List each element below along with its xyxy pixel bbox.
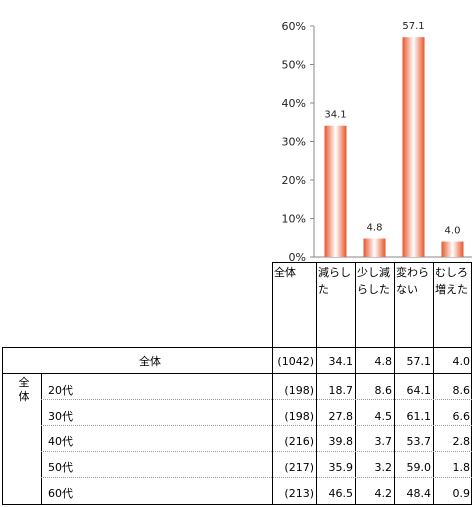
- row-n: (216): [284, 435, 314, 448]
- row-value: 2.8: [452, 435, 471, 448]
- column-line: [272, 262, 273, 505]
- row-value: 59.0: [406, 461, 432, 474]
- row-divider: [41, 425, 472, 426]
- total-row-top-line: [2, 347, 472, 348]
- header-top-line: [272, 262, 472, 263]
- column-line: [355, 262, 356, 505]
- row-value: 1.8: [452, 461, 471, 474]
- category-header: 少し減 らした: [357, 266, 390, 296]
- bar: [363, 238, 386, 257]
- y-tick-label: 60%: [282, 20, 306, 33]
- total-row-value: 4.0: [452, 355, 471, 368]
- row-value: 53.7: [406, 435, 432, 448]
- row-label: 60代: [48, 487, 73, 500]
- row-n: (198): [284, 384, 314, 397]
- row-value: 35.9: [328, 461, 354, 474]
- bar: [402, 37, 425, 257]
- bar-value-label: 4.0: [445, 226, 461, 237]
- table-left-line: [2, 347, 3, 505]
- category-header: 変わら ない: [396, 266, 429, 296]
- total-row-n: (1042): [277, 355, 314, 368]
- header-total-cell: 全体: [274, 266, 296, 279]
- group-column-line: [41, 373, 42, 505]
- row-label: 30代: [48, 410, 73, 423]
- row-value: 4.2: [374, 487, 393, 500]
- row-n: (198): [284, 410, 314, 423]
- category-header: むしろ 増えた: [435, 266, 468, 296]
- row-value: 4.5: [374, 410, 393, 423]
- category-header: 減らした: [318, 266, 351, 296]
- y-tick-label: 40%: [282, 97, 306, 110]
- bar-value-label: 34.1: [324, 110, 346, 121]
- row-value: 61.1: [406, 410, 432, 423]
- row-label: 40代: [48, 435, 73, 448]
- row-label: 20代: [48, 384, 73, 397]
- y-tick-label: 10%: [282, 213, 306, 226]
- total-row-value: 34.1: [328, 355, 354, 368]
- column-line: [394, 262, 395, 505]
- row-value: 8.6: [374, 384, 393, 397]
- row-value: 3.7: [374, 435, 393, 448]
- bar-value-label: 57.1: [402, 21, 424, 32]
- y-tick-label: 0%: [289, 251, 306, 262]
- row-value: 46.5: [328, 487, 354, 500]
- column-line: [471, 262, 472, 505]
- row-n: (213): [284, 487, 314, 500]
- row-value: 3.2: [374, 461, 393, 474]
- row-divider: [41, 477, 472, 478]
- column-line: [433, 262, 434, 505]
- bar: [324, 125, 347, 257]
- row-value: 6.6: [452, 410, 471, 423]
- row-divider: [41, 399, 472, 400]
- total-row-value: 57.1: [406, 355, 432, 368]
- bar: [441, 241, 464, 257]
- y-tick-label: 20%: [282, 174, 306, 187]
- bar-value-label: 4.8: [367, 223, 383, 234]
- row-value: 8.6: [452, 384, 471, 397]
- row-value: 18.7: [328, 384, 354, 397]
- row-n: (217): [284, 461, 314, 474]
- row-value: 0.9: [452, 487, 471, 500]
- total-row-value: 4.8: [374, 355, 393, 368]
- column-line: [316, 262, 317, 505]
- row-value: 48.4: [406, 487, 432, 500]
- row-value: 27.8: [328, 410, 354, 423]
- row-divider: [41, 451, 472, 452]
- total-row-bottom-line: [2, 373, 472, 374]
- bar-chart: 0% 10% 20% 30% 40% 50% 60% 34.1 4.8 57.1 4.0: [282, 20, 472, 262]
- y-tick-label: 30%: [282, 136, 306, 149]
- total-row-label: 全体: [139, 355, 161, 368]
- table-bottom-line: [2, 504, 472, 505]
- row-value: 39.8: [328, 435, 354, 448]
- y-tick-label: 50%: [282, 59, 306, 72]
- group-label: 全体: [18, 376, 30, 403]
- row-label: 50代: [48, 461, 73, 474]
- row-value: 64.1: [406, 384, 432, 397]
